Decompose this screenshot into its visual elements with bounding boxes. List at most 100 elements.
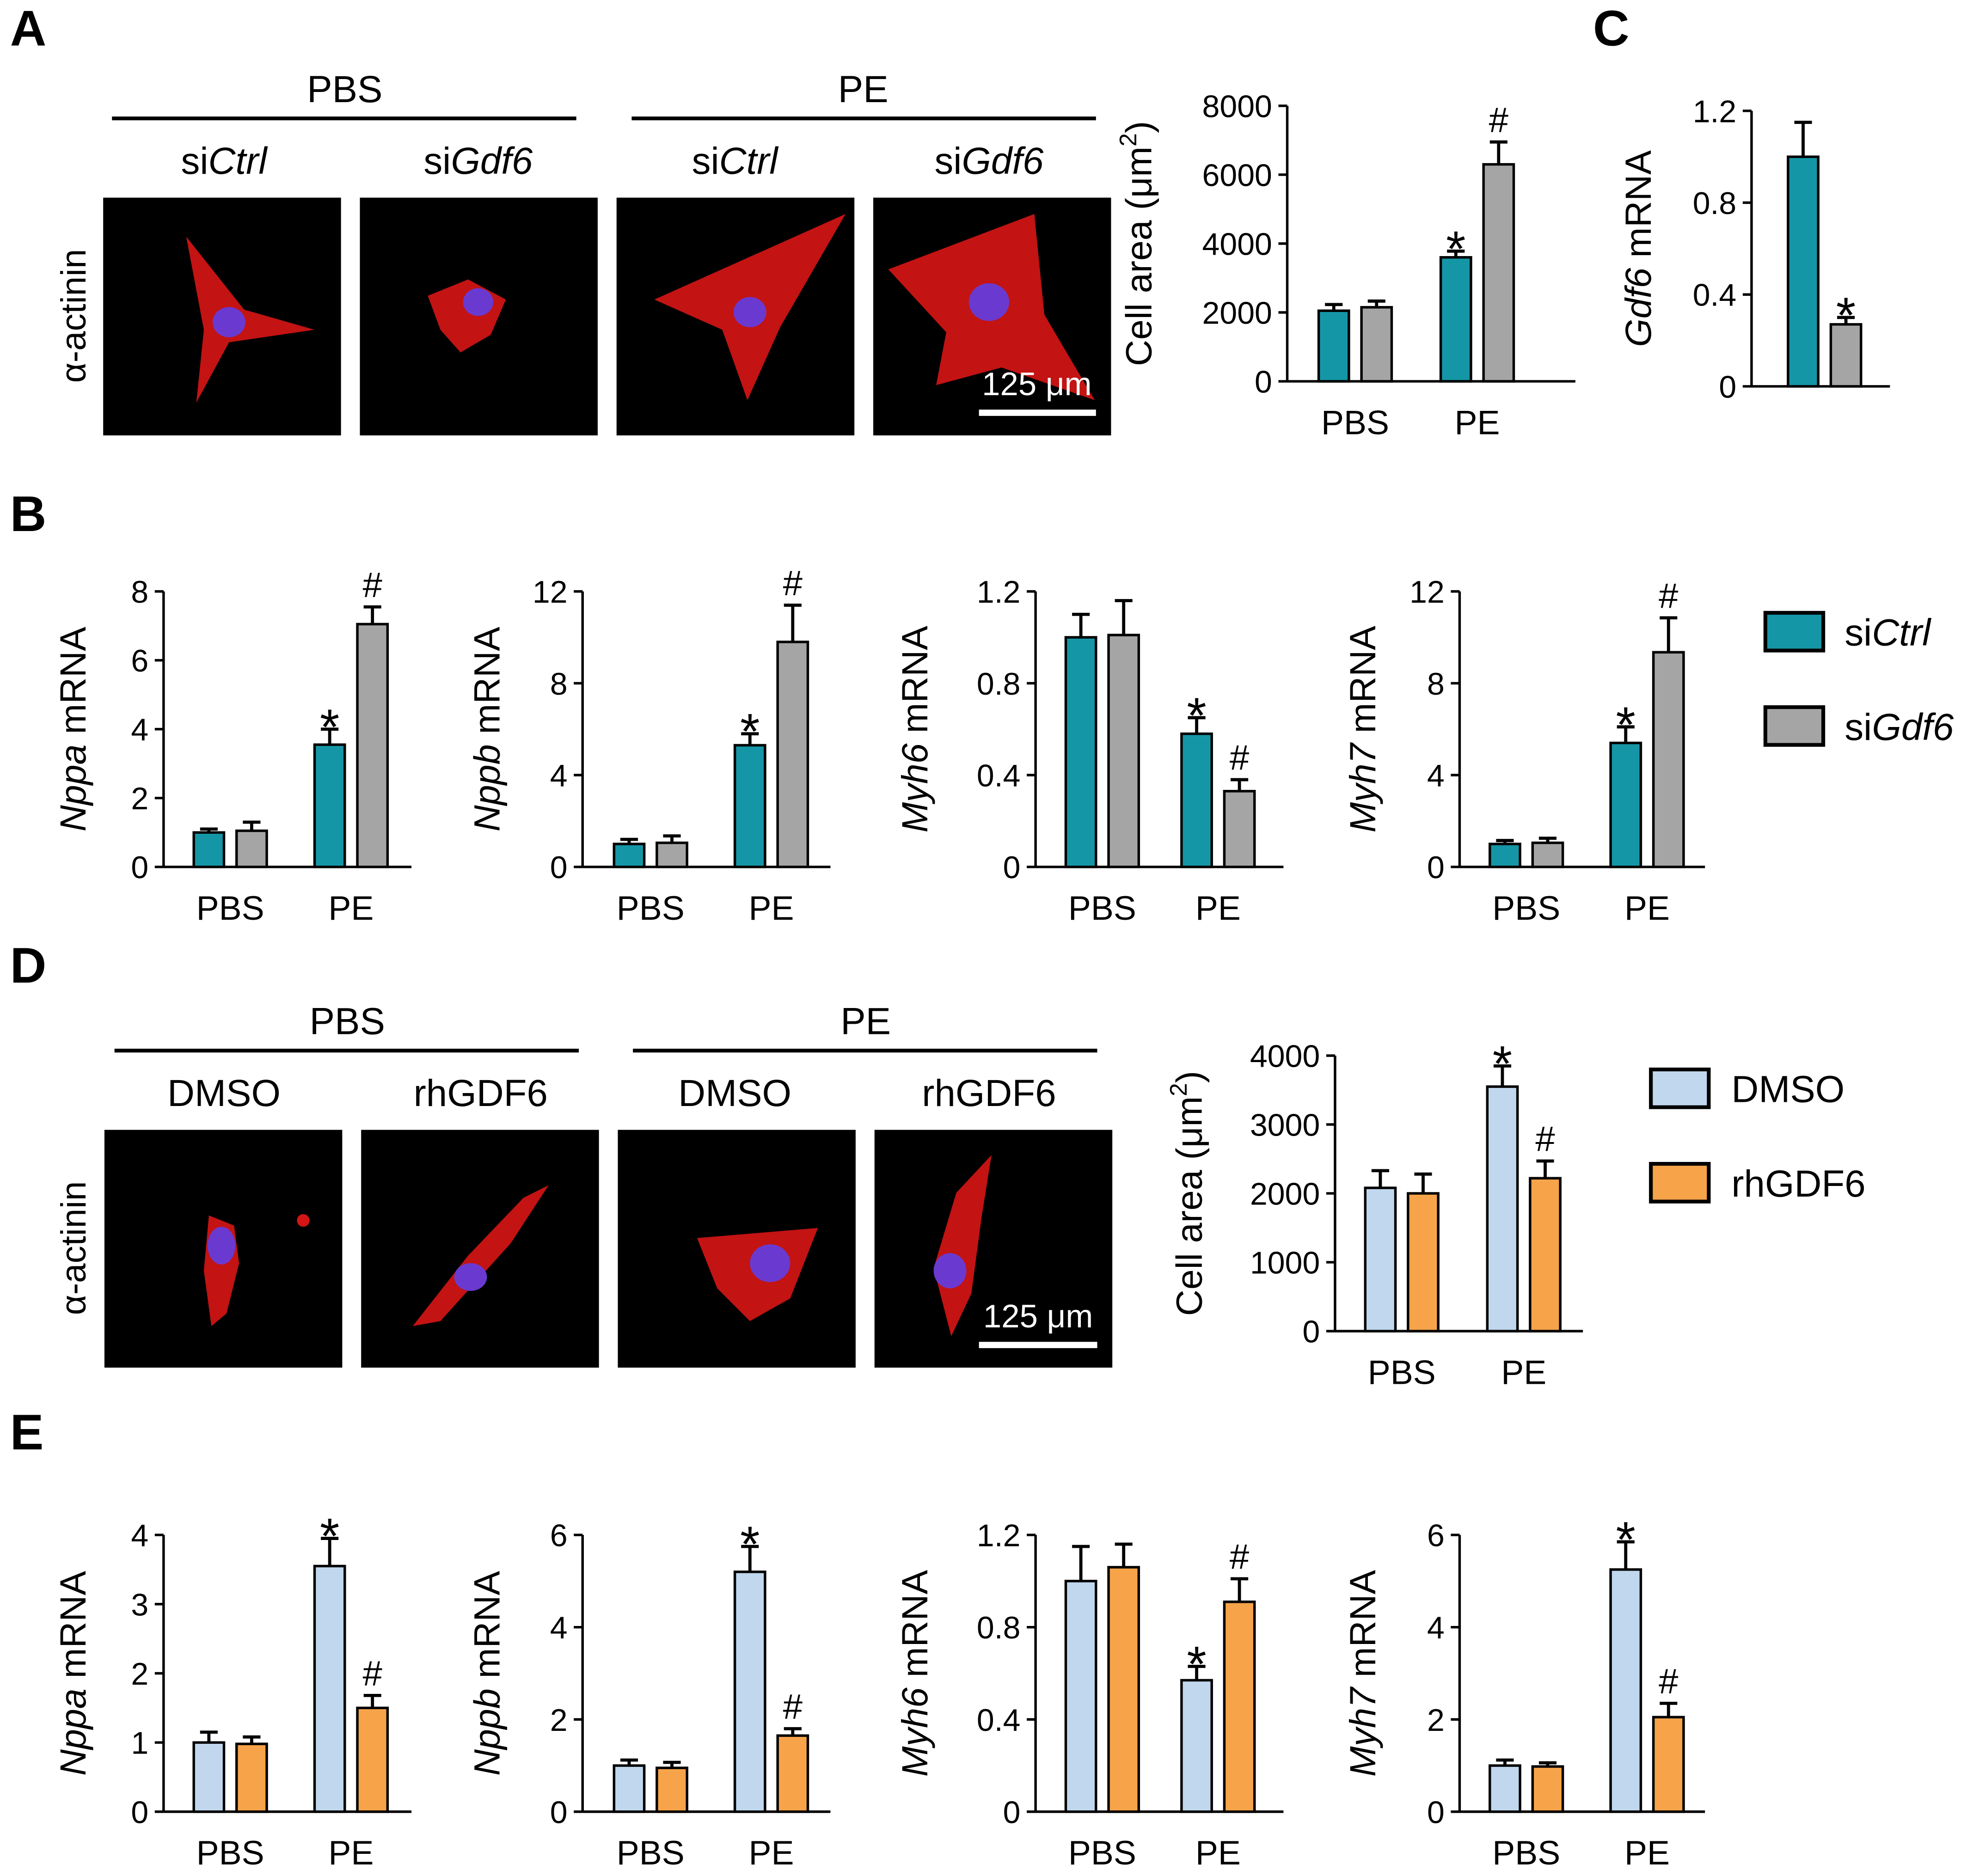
legend-drug: DMSO rhGDF6 <box>1649 1067 1866 1205</box>
bar-siCtrl <box>1317 309 1350 383</box>
x-category-label: PBS <box>196 889 264 927</box>
x-category-label: PBS <box>617 1833 685 1872</box>
chart-e-nppb-mrna: 0 2 4 6 Nppb mRNA PBS PE * # <box>467 1516 831 1872</box>
y-axis-label: Nppa mRNA <box>53 1571 93 1776</box>
bar-siGdf6 <box>1531 841 1564 868</box>
x-category-label: PE <box>328 1833 374 1872</box>
bar-siGdf6 <box>656 841 688 868</box>
x-category-label: PBS <box>1068 889 1136 927</box>
condition-label: DMSO <box>678 1072 791 1114</box>
chart-e-myh6-mrna: 0 0.4 0.8 1.2 Myh6 mRNA PBS PE * # <box>895 1518 1284 1872</box>
y-axis-label: Cell area (μm2) <box>1165 1071 1210 1316</box>
x-category-label: PBS <box>196 1833 264 1872</box>
stain-label: α-actinin <box>54 1181 93 1315</box>
y-tick-label: 0.8 <box>977 666 1021 702</box>
y-tick-label: 2 <box>131 1656 148 1692</box>
y-axis-label: Myh6 mRNA <box>895 626 935 833</box>
y-axis-label: Myh7 mRNA <box>1342 626 1383 833</box>
cell-debris <box>297 1214 310 1227</box>
bar-siCtrl <box>1489 843 1521 868</box>
y-tick-label: 6 <box>550 1518 568 1553</box>
nucleus <box>463 288 493 316</box>
bar-rhGDF6 <box>656 1766 688 1813</box>
group-label-pe: PE <box>840 1001 891 1043</box>
significance-star: * <box>1616 1512 1636 1568</box>
x-category-label: PE <box>328 889 374 927</box>
significance-hash: # <box>362 565 382 605</box>
y-tick-label: 2000 <box>1250 1177 1320 1212</box>
y-tick-label: 2 <box>550 1703 568 1738</box>
nucleus <box>750 1244 790 1282</box>
significance-star: * <box>740 703 760 760</box>
y-tick-label: 6 <box>1427 1518 1445 1553</box>
bar-siCtrl <box>1180 732 1213 868</box>
y-axis-label-text: Cell area (μm <box>1119 147 1159 366</box>
nucleus <box>208 1227 236 1265</box>
x-category-label: PBS <box>1492 889 1560 927</box>
legend-swatch-dmso <box>1649 1067 1711 1109</box>
y-axis-label: Cell area (μm2) <box>1115 121 1159 366</box>
y-tick-label: 0 <box>131 850 148 885</box>
y-tick-label: 6 <box>131 643 148 678</box>
y-tick-label: 4 <box>550 1610 568 1645</box>
legend-label-rhgdf6: rhGDF6 <box>1731 1163 1865 1205</box>
nucleus <box>733 297 766 327</box>
legend-label-dmso: DMSO <box>1731 1069 1844 1111</box>
bar-siCtrl <box>313 743 346 868</box>
panel-letter-a: A <box>10 0 47 56</box>
y-tick-label: 2 <box>131 781 148 816</box>
panel-d-micrographs: 125 μm <box>104 1130 1113 1368</box>
nucleus <box>968 283 1009 321</box>
bar-DMSO <box>1064 1580 1097 1813</box>
legend-swatch-sictrl <box>1763 611 1826 653</box>
bar-siGdf6 <box>1652 651 1685 868</box>
nucleus <box>933 1253 967 1289</box>
legend-label-sictrl: siCtrl <box>1844 612 1931 654</box>
y-axis-label: Gdf6 mRNA <box>1618 150 1659 347</box>
cell-shape <box>186 237 315 403</box>
y-axis-label-text: mRNA <box>1342 1570 1383 1687</box>
group-label-pbs: PBS <box>307 68 382 110</box>
x-category-label: PE <box>1624 1833 1670 1872</box>
y-tick-label: 1.2 <box>1693 94 1737 129</box>
y-tick-label: 0.8 <box>977 1610 1021 1645</box>
y-axis-label-text: mRNA <box>53 1571 93 1689</box>
micrograph <box>874 1130 1113 1368</box>
significance-star: * <box>1187 1636 1206 1693</box>
x-category-label: PE <box>749 1833 794 1872</box>
y-tick-label: 0 <box>1427 850 1445 885</box>
legend-swatch-rhgdf6 <box>1649 1162 1711 1204</box>
chart-c-gdf6-mrna: 0 0.4 0.8 1.2 Gdf6 mRNA * <box>1618 94 1890 404</box>
y-tick-label: 0 <box>1719 369 1736 404</box>
y-axis-label-text: mRNA <box>895 1570 935 1687</box>
significance-star: * <box>1836 287 1856 344</box>
y-tick-label: 4 <box>1427 758 1445 794</box>
bar-siCtrl <box>1787 155 1820 388</box>
significance-hash: # <box>1659 576 1679 616</box>
bar-siGdf6 <box>1360 306 1393 383</box>
y-tick-label: 8 <box>550 666 568 702</box>
y-tick-label: 4 <box>550 758 568 794</box>
bar-siCtrl <box>192 831 226 868</box>
significance-star: * <box>320 699 339 755</box>
y-tick-label: 8 <box>1427 666 1445 702</box>
bar-siGdf6 <box>1829 323 1863 388</box>
chart-e-myh7-mrna: 0 2 4 6 Myh7 mRNA PBS PE * # <box>1342 1512 1705 1872</box>
condition-label: DMSO <box>167 1072 281 1114</box>
y-tick-label: 0 <box>550 850 568 885</box>
y-tick-label: 12 <box>1409 574 1445 610</box>
x-category-label: PBS <box>1368 1353 1436 1391</box>
bar-siCtrl <box>1439 256 1472 383</box>
y-tick-label: 8 <box>131 574 148 610</box>
panel-letter-e: E <box>10 1404 44 1460</box>
y-tick-label: 4000 <box>1202 226 1272 262</box>
bar-rhGDF6 <box>1531 1765 1564 1813</box>
condition-label: siGdf6 <box>423 140 533 182</box>
legend-label-sigdf6: siGdf6 <box>1844 706 1954 748</box>
bar-DMSO <box>1609 1568 1642 1813</box>
condition-label: rhGDF6 <box>414 1072 548 1114</box>
chart-d-cell-area: 0 1000 2000 3000 4000 Cell area (μm2) PBS PE * # <box>1165 1036 1583 1391</box>
y-axis-label-tail: ) <box>1119 121 1159 133</box>
y-axis-label: Myh7 mRNA <box>1342 1570 1383 1777</box>
bar-rhGDF6 <box>235 1742 268 1813</box>
